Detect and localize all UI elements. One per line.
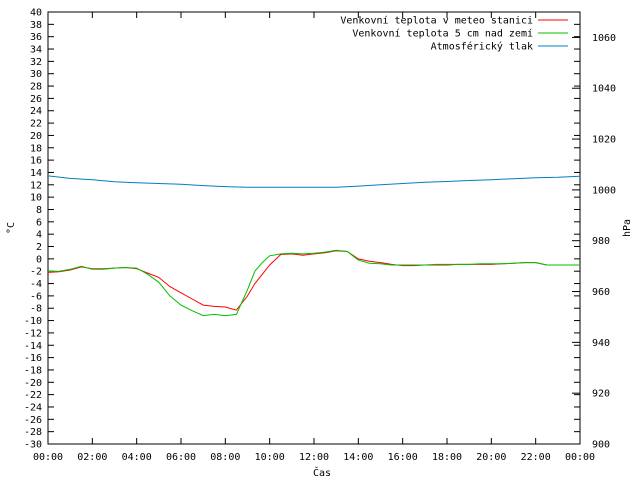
y-tick-label: 12	[30, 180, 42, 191]
series-line-1	[47, 250, 580, 311]
y-tick-label: 30	[30, 69, 42, 80]
x-tick-label: 12:00	[299, 452, 329, 463]
y-axis-label: °C	[6, 222, 17, 234]
y-tick-label: -20	[24, 378, 42, 389]
x-tick-label: 16:00	[388, 452, 418, 463]
series-line-2	[48, 249, 580, 317]
y-tick-label: -18	[24, 365, 42, 376]
y-tick-label: 20	[30, 131, 42, 142]
y2-axis-label: hPa	[622, 219, 633, 237]
x-tick-label: 00:00	[565, 452, 595, 463]
y2-tick-label: 940	[592, 338, 610, 349]
y-tick-label: -8	[30, 304, 42, 315]
plot-frame	[47, 11, 581, 445]
y2-tick-label: 1060	[592, 33, 616, 44]
y2-tick-label: 900	[592, 440, 610, 451]
legend: Venkovní teplota v meteo staniciVenkovní…	[340, 15, 568, 53]
series-line-3	[47, 175, 581, 188]
y-tick-label: 34	[30, 45, 42, 56]
y2-tick-label: 1020	[592, 135, 616, 146]
x-tick-label: 10:00	[255, 452, 285, 463]
y-tick-label: 8	[36, 205, 42, 216]
y-tick-label: -30	[24, 440, 42, 451]
y-tick-label: 28	[30, 82, 42, 93]
x-tick-label: 06:00	[166, 452, 196, 463]
y-tick-label: -6	[30, 291, 42, 302]
y-tick-label: 24	[30, 106, 42, 117]
y2-tick-label: 920	[592, 389, 610, 400]
y-tick-label: 10	[30, 193, 42, 204]
y-tick-label: 2	[36, 242, 42, 253]
legend-label-1: Venkovní teplota v meteo stanici	[340, 15, 533, 27]
y-tick-label: 40	[30, 8, 42, 19]
x-tick-label: 00:00	[33, 452, 63, 463]
x-tick-label: 08:00	[210, 452, 240, 463]
y-tick-label: 16	[30, 156, 42, 167]
y-tick-label: 0	[36, 254, 42, 265]
y-tick-label: -16	[24, 353, 42, 364]
y2-tick-label: 1040	[592, 84, 616, 95]
y-tick-label: 6	[36, 217, 42, 228]
y-tick-label: 14	[30, 168, 42, 179]
y-tick-label: -26	[24, 415, 42, 426]
right-axis-ticks: 1060 1040 1020 1000 980 960 940 920 900	[572, 33, 616, 451]
y-tick-label: -28	[24, 427, 42, 438]
x-tick-label: 22:00	[521, 452, 551, 463]
y-tick-label: -12	[24, 328, 42, 339]
y-tick-label: 36	[30, 32, 42, 43]
x-axis-label: Čas	[313, 466, 331, 479]
y-tick-label: 32	[30, 57, 42, 68]
y2-tick-label: 960	[592, 287, 610, 298]
y-tick-label: -4	[30, 279, 42, 290]
y-tick-label: -10	[24, 316, 42, 327]
y-tick-label: -22	[24, 390, 42, 401]
y-tick-label: 22	[30, 119, 42, 130]
y-tick-label: -24	[24, 402, 42, 413]
x-tick-label: 20:00	[476, 452, 506, 463]
x-tick-label: 04:00	[122, 452, 152, 463]
y-tick-label: -14	[24, 341, 42, 352]
y-tick-label: 4	[36, 230, 42, 241]
left-axis-ticks: 4038363432302826242220181614121086420-2-…	[24, 8, 580, 451]
y2-tick-label: 980	[592, 236, 610, 247]
legend-label-2: Venkovní teplota 5 cm nad zemí	[352, 28, 533, 40]
series-layer	[47, 175, 581, 317]
y2-tick-label: 1000	[592, 185, 616, 196]
bottom-axis-ticks: 00:00 02:00 04:00 06:00 08:00 10:00 12:00 14:00…	[33, 12, 595, 463]
y-tick-label: 38	[30, 20, 42, 31]
y-tick-label: 26	[30, 94, 42, 105]
legend-label-3: Atmosférický tlak	[431, 41, 533, 53]
x-tick-label: 18:00	[432, 452, 462, 463]
x-tick-label: 14:00	[343, 452, 373, 463]
y-tick-label: -2	[30, 267, 42, 278]
y-tick-label: 18	[30, 143, 42, 154]
x-tick-label: 02:00	[77, 452, 107, 463]
